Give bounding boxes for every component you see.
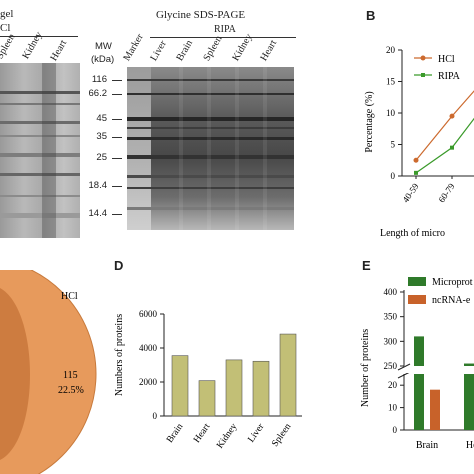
panel-d-y-tick-label: 6000 <box>139 309 158 319</box>
mw-tick-14 <box>112 214 122 215</box>
mw-tick-35 <box>112 137 122 138</box>
hcl-bracket-line <box>0 36 78 37</box>
legend-microprot: Microprot <box>432 277 473 288</box>
data-point-ripa <box>414 170 418 175</box>
panel-d-x-tick-label: Brain <box>165 422 185 445</box>
left-lane-label-heart: Heart <box>48 38 70 63</box>
panel-d-x-tick-label: Spleen <box>270 422 293 449</box>
panel-c-percent: 22.5% <box>58 385 84 396</box>
mw-tick-18 <box>112 186 122 187</box>
bar-heart-series-0-lower <box>464 374 474 430</box>
series-line-ripa <box>415 117 474 174</box>
panel-e-y-tick-label: 20 <box>388 380 398 390</box>
legend-swatch-microprot <box>408 277 426 286</box>
panel-b-x-tick-label: 40-59 <box>400 181 421 204</box>
panel-e-y-tick-label: 0 <box>393 425 398 435</box>
panel-e-x-tick-label: Brain <box>416 440 438 451</box>
panel-b-y-tick-label: 0 <box>391 171 396 181</box>
glycine-sds-page-title: Glycine SDS-PAGE <box>156 9 246 21</box>
panel-b-legend: HCl RIPA <box>414 54 461 82</box>
panel-b-y-tick-label: 10 <box>386 108 396 118</box>
mw-tick-66 <box>112 94 122 95</box>
panel-d-y-tick-label: 2000 <box>139 377 158 387</box>
panel-e-legend: Microprot ncRNA-e <box>408 277 473 306</box>
bar-brain-series-1 <box>430 389 440 430</box>
series-line-hcl <box>415 90 474 161</box>
legend-hcl: HCl <box>438 54 455 65</box>
panel-e-y-tick-label: 300 <box>384 336 398 346</box>
mw-tick-45 <box>112 119 122 120</box>
panel-c-pie: HCl 115 22.5% <box>0 270 97 474</box>
panel-b-y-axis-title: Percentage (%) <box>364 91 375 152</box>
panel-d-letter: D <box>114 258 124 273</box>
mw-marker-25: 25 <box>96 152 107 163</box>
bar-kidney <box>225 359 243 417</box>
mw-marker-66: 66.2 <box>88 88 108 99</box>
panel-b-x-tick-label: 60-79 <box>436 181 457 204</box>
panel-a-title-fragment: gel <box>0 8 14 20</box>
panel-e-y-axis-title: Number of proteins <box>360 329 371 407</box>
legend-ncrna: ncRNA-e <box>432 295 471 306</box>
panel-b-y-tick-label: 5 <box>391 140 396 150</box>
legend-ripa: RIPA <box>438 71 461 82</box>
panel-d-x-tick-label: Liver <box>246 421 266 444</box>
panel-b-y-tick-label: 15 <box>386 77 396 87</box>
panel-e-x-tick-label: Heart <box>466 440 474 451</box>
mw-marker-18: 18.4 <box>88 180 108 191</box>
panel-e-y-tick-label: 10 <box>388 403 398 413</box>
legend-swatch-ncrna <box>408 295 426 304</box>
panel-c-count: 115 <box>63 370 78 381</box>
data-point-hcl <box>413 157 419 163</box>
panel-e-y-tick-label: 400 <box>384 287 398 297</box>
hcl-gel-image <box>0 63 80 238</box>
data-point-hcl <box>449 113 455 119</box>
panel-e-y-tick-label: 250 <box>384 361 398 371</box>
right-lane-label-marker: Marker <box>121 32 146 63</box>
mw-marker-116: 116 <box>91 74 107 85</box>
panel-c-hcl-label: HCl <box>61 291 78 302</box>
panel-b-letter: B <box>366 8 376 23</box>
axis-break-gap <box>405 367 474 373</box>
left-lane-label-kidney: Kidney <box>20 29 45 61</box>
ripa-gel-image <box>127 67 294 230</box>
ripa-bracket-line <box>150 37 296 38</box>
panel-d-y-tick-label: 0 <box>153 411 158 421</box>
panel-b-y-tick-label: 20 <box>386 45 396 55</box>
right-lane-label-heart: Heart <box>258 38 280 63</box>
mw-tick-116 <box>112 80 122 81</box>
mw-marker-35: 35 <box>96 131 107 142</box>
right-lane-label-brain: Brain <box>174 38 196 63</box>
ripa-label: RIPA <box>214 24 236 35</box>
bar-brain-series-0-upper <box>414 336 424 366</box>
panel-a-hcl-fragment: Cl <box>0 22 11 34</box>
right-lane-label-liver: Liver <box>148 38 169 63</box>
bar-spleen <box>279 333 297 417</box>
data-point-ripa <box>450 145 454 150</box>
mw-marker-45: 45 <box>96 113 107 124</box>
mw-tick-25 <box>112 158 122 159</box>
right-lane-label-spleen: Spleen <box>201 33 225 63</box>
bar-brain <box>171 355 189 417</box>
panel-d-x-tick-label: Heart <box>192 422 212 445</box>
bar-heart-series-0-upper <box>464 363 474 366</box>
panel-d-y-tick-label: 4000 <box>139 343 158 353</box>
bar-heart <box>198 380 216 417</box>
panel-e-y-tick-label: 350 <box>384 312 398 322</box>
panel-d-x-tick-label: Kidney <box>215 422 239 451</box>
panel-e-bar-chart: Number of proteins 250 300 350 400 0 10 20 Bra… <box>360 277 474 451</box>
mw-header-line1: MW <box>95 41 112 52</box>
panel-d-y-axis-title: Numbers of proteins <box>114 314 125 396</box>
panel-b-x-axis-title: Length of micro <box>380 228 445 239</box>
bar-brain-series-0-lower <box>414 374 424 430</box>
mw-header-line2: (kDa) <box>91 54 115 65</box>
mw-marker-14: 14.4 <box>88 208 108 219</box>
panel-d-bar-chart: Numbers of proteins 0 2000 4000 6000 Brain H… <box>114 309 302 451</box>
panel-e-letter: E <box>362 258 371 273</box>
bar-liver <box>252 360 270 417</box>
